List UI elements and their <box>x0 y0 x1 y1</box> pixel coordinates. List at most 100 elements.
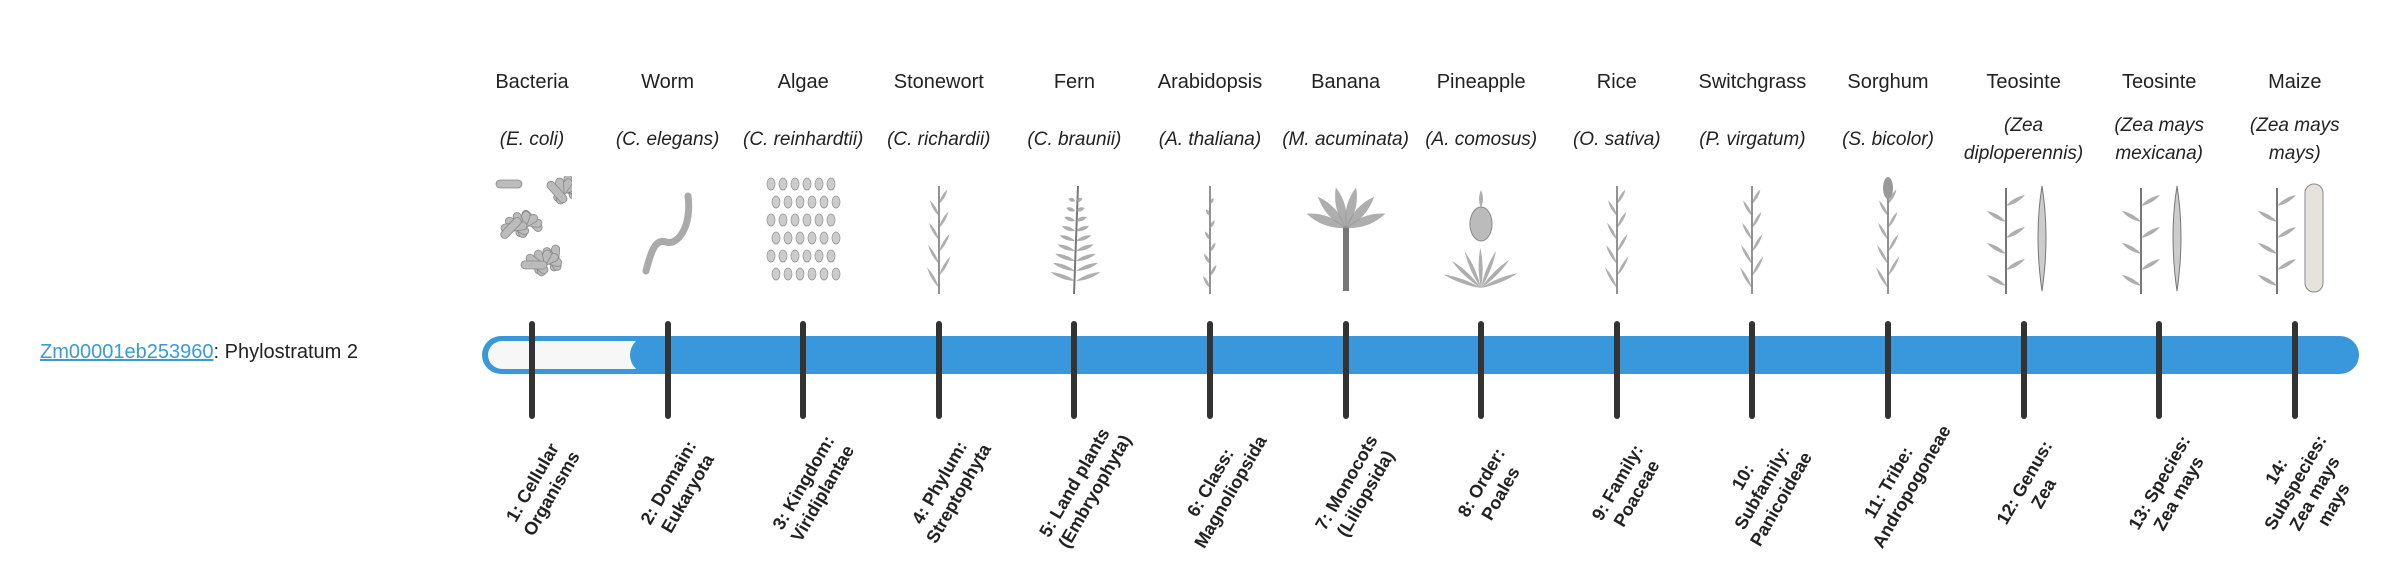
organism-column: Switchgrass (P. virgatum) <box>1684 0 1820 300</box>
stratum-label: 10: Subfamily: Panicoideae <box>1728 443 1817 550</box>
bacteria-icon <box>492 172 590 296</box>
stratum-tick <box>1207 321 1213 419</box>
organism-common-name: Algae <box>777 71 829 93</box>
phylostratum-text: Phylostratum 2 <box>224 341 358 363</box>
stratum-tick <box>2291 321 2298 419</box>
separator: : <box>213 341 225 363</box>
organism-scientific-name: (M. acuminata) <box>1282 129 1409 150</box>
organism-column: Fern (C. braunii) <box>1006 0 1142 300</box>
stratum-label: 12: Genus: Zea <box>1992 437 2060 528</box>
gene-phylostratum-label: Zm00001eb253960: Phylostratum 2 <box>40 340 358 364</box>
scientific-name-wrap: (C. elegans) <box>596 112 740 168</box>
organism-column: Teosinte (Zea diploperennis) <box>1956 0 2092 300</box>
scientific-name-wrap: (Zea mays mexicana) <box>2087 112 2231 168</box>
organism-column: Worm (C. elegans) <box>600 0 736 300</box>
organism-scientific-name: (C. richardii) <box>887 129 991 150</box>
scientific-name-wrap: (C. braunii) <box>1002 112 1146 168</box>
stratum-label: 11: Tribe: Andropogoneae <box>1860 421 1955 552</box>
switchgrass-icon <box>1712 176 1792 296</box>
stratum-label: 7: Monocots (Liliopsida) <box>1310 431 1398 541</box>
organism-scientific-name: (A. comosus) <box>1425 129 1538 150</box>
stratum-tick <box>529 321 535 419</box>
organism-scientific-name: (Zea mays mexicana) <box>2114 115 2205 164</box>
organism-common-name: Teosinte <box>2121 71 2197 93</box>
scientific-name-wrap: (Zea diploperennis) <box>1952 112 2096 168</box>
fern-icon <box>1034 176 1114 296</box>
organism-scientific-name: (E. coli) <box>499 129 565 150</box>
maize-icon <box>2255 176 2335 296</box>
stratum-label: 14: Subspecies: Zea mays mays <box>2260 431 2354 535</box>
teosinte-icon <box>1984 176 2064 296</box>
organism-common-name: Teosinte <box>1986 71 2061 93</box>
stratum-tick <box>1749 321 1756 419</box>
organism-column: Stonewort (C. richardii) <box>871 0 1007 300</box>
stratum-tick <box>1478 321 1485 419</box>
organism-column: Arabidopsis (A. thaliana) <box>1142 0 1278 300</box>
stratum-tick <box>1342 321 1349 419</box>
worm-icon <box>628 176 708 296</box>
organism-column: Rice (O. sativa) <box>1549 0 1685 300</box>
stratum-label: 6: Class: Magnoliopsida <box>1183 432 1271 552</box>
pineapple-icon <box>1441 176 1521 296</box>
scientific-name-wrap: (Zea mays mays) <box>2223 112 2367 168</box>
organism-scientific-name: (C. reinhardtii) <box>743 129 864 150</box>
organism-scientific-name: (C. elegans) <box>615 129 720 150</box>
organism-column: Teosinte (Zea mays mexicana) <box>2091 0 2227 300</box>
organism-common-name: Pineapple <box>1436 71 1526 93</box>
organism-common-name: Maize <box>2268 71 2322 93</box>
organism-scientific-name: (A. thaliana) <box>1158 129 1262 150</box>
stratum-label: 13: Species: Zea mays <box>2124 432 2208 535</box>
organism-column: Algae (C. reinhardtii) <box>735 0 871 300</box>
organism-common-name: Sorghum <box>1847 71 1929 93</box>
organism-common-name: Rice <box>1596 71 1637 93</box>
gene-id-link[interactable]: Zm00001eb253960 <box>40 341 214 363</box>
organism-scientific-name: (Zea mays mays) <box>2249 115 2340 164</box>
banana-plant-icon <box>1306 176 1386 296</box>
scientific-name-wrap: (P. virgatum) <box>1680 112 1824 168</box>
scientific-name-wrap: (C. richardii) <box>867 112 1011 168</box>
scientific-name-wrap: (M. acuminata) <box>1274 112 1418 168</box>
bar-empty-segment <box>488 341 648 369</box>
stonewort-icon <box>899 176 979 296</box>
stratum-tick <box>935 321 942 419</box>
organism-scientific-name: (C. braunii) <box>1027 129 1122 150</box>
rice-icon <box>1577 176 1657 296</box>
teosinte-icon <box>2119 176 2199 296</box>
organism-common-name: Fern <box>1053 71 1095 93</box>
organism-scientific-name: (P. virgatum) <box>1699 129 1806 150</box>
bar-fill-start <box>630 336 670 374</box>
organism-common-name: Worm <box>641 71 695 93</box>
organism-column: Pineapple (A. comosus) <box>1413 0 1549 300</box>
organism-common-name: Switchgrass <box>1698 71 1807 93</box>
stratum-label: 3: Kingdom: Viridiplantae <box>768 432 859 546</box>
organism-common-name: Banana <box>1311 71 1381 93</box>
organism-scientific-name: (Zea diploperennis) <box>1963 115 2084 164</box>
sorghum-icon <box>1848 176 1928 296</box>
stratum-tick <box>2156 321 2163 419</box>
scientific-name-wrap: (E. coli) <box>460 112 604 168</box>
organism-scientific-name: (S. bicolor) <box>1842 129 1934 150</box>
stratum-tick <box>1613 321 1620 419</box>
organism-common-name: Arabidopsis <box>1157 71 1263 93</box>
stratum-label: 1: Cellular Organisms <box>502 439 584 540</box>
stratum-tick <box>664 321 671 419</box>
phylostratum-bar <box>482 336 2359 374</box>
algae-icon <box>763 176 843 296</box>
stratum-tick <box>1071 321 1078 419</box>
scientific-name-wrap: (A. comosus) <box>1409 112 1553 168</box>
stratum-label: 8: Order: Poales <box>1453 444 1524 524</box>
organism-common-name: Bacteria <box>495 71 569 93</box>
stratum-tick <box>1885 321 1891 419</box>
stratum-tick <box>800 321 807 419</box>
organism-column: Maize (Zea mays mays) <box>2227 0 2363 300</box>
scientific-name-wrap: (O. sativa) <box>1545 112 1689 168</box>
organism-common-name: Stonewort <box>893 71 984 93</box>
stratum-label: 2: Domain: Eukaryota <box>636 437 718 537</box>
arabidopsis-icon <box>1170 176 1250 296</box>
stratum-label: 4: Phylum: Streptophyta <box>907 437 995 547</box>
stratum-label: 9: Family: Poaceae <box>1587 441 1664 531</box>
scientific-name-wrap: (S. bicolor) <box>1816 112 1960 168</box>
organism-column: Banana (M. acuminata) <box>1278 0 1414 300</box>
organism-column: Sorghum (S. bicolor) <box>1820 0 1956 300</box>
organism-scientific-name: (O. sativa) <box>1572 129 1661 150</box>
